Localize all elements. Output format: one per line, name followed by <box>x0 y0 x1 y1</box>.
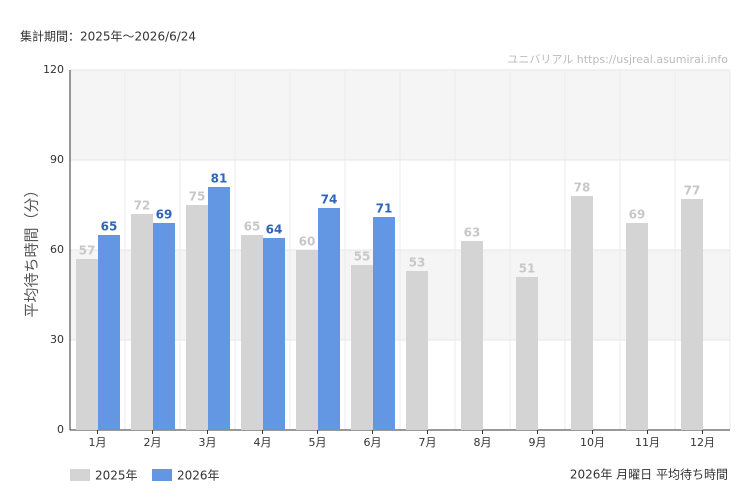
value-label: 69 <box>629 208 646 222</box>
y-tick-label: 90 <box>50 153 64 166</box>
value-label: 69 <box>156 208 173 222</box>
value-label: 78 <box>574 181 591 195</box>
legend-label: 2025年 <box>95 469 138 483</box>
x-tick-label: 1月 <box>89 436 107 449</box>
period-note: 集計期間：2025年～2026/6/24 <box>20 29 196 44</box>
x-tick-label: 5月 <box>309 436 327 449</box>
bar <box>406 271 428 430</box>
legend-swatch <box>70 469 90 481</box>
bar <box>373 217 395 430</box>
value-label: 71 <box>376 202 393 216</box>
bar <box>681 199 703 430</box>
value-label: 64 <box>266 223 283 237</box>
value-label: 63 <box>464 226 481 240</box>
x-tick-label: 7月 <box>419 436 437 449</box>
y-tick-label: 0 <box>57 423 64 436</box>
x-tick-label: 11月 <box>635 436 660 449</box>
value-label: 57 <box>79 244 96 258</box>
bar <box>516 277 538 430</box>
bar <box>76 259 98 430</box>
x-tick-label: 12月 <box>690 436 715 449</box>
bar <box>131 214 153 430</box>
y-tick-label: 30 <box>50 333 64 346</box>
value-label: 75 <box>189 190 206 204</box>
bar <box>208 187 230 430</box>
y-tick-label: 120 <box>43 63 64 76</box>
bar <box>351 265 373 430</box>
value-label: 74 <box>321 193 338 207</box>
bar <box>98 235 120 430</box>
y-tick-label: 60 <box>50 243 64 256</box>
value-label: 65 <box>101 220 118 234</box>
value-label: 81 <box>211 172 228 186</box>
value-label: 53 <box>409 256 426 270</box>
bar <box>571 196 593 430</box>
x-tick-label: 2月 <box>144 436 162 449</box>
bar <box>296 250 318 430</box>
x-tick-label: 9月 <box>529 436 547 449</box>
value-label: 77 <box>684 184 701 198</box>
y-axis-label: 平均待ち時間（分） <box>23 182 41 317</box>
bar <box>241 235 263 430</box>
x-tick-label: 10月 <box>580 436 605 449</box>
caption: 2026年 月曜日 平均待ち時間 <box>570 468 728 482</box>
x-tick-label: 8月 <box>474 436 492 449</box>
bar <box>186 205 208 430</box>
x-tick-label: 4月 <box>254 436 272 449</box>
value-label: 65 <box>244 220 261 234</box>
bar <box>461 241 483 430</box>
value-label: 72 <box>134 199 151 213</box>
value-label: 51 <box>519 262 536 276</box>
legend-swatch <box>152 469 172 481</box>
x-tick-label: 6月 <box>364 436 382 449</box>
x-tick-label: 3月 <box>199 436 217 449</box>
bar <box>153 223 175 430</box>
legend-label: 2026年 <box>177 469 220 483</box>
watermark: ユニバリアル https://usjreal.asumirai.info <box>507 53 728 66</box>
bar <box>318 208 340 430</box>
value-label: 55 <box>354 250 371 264</box>
bar <box>626 223 648 430</box>
bar <box>263 238 285 430</box>
value-label: 60 <box>299 235 316 249</box>
